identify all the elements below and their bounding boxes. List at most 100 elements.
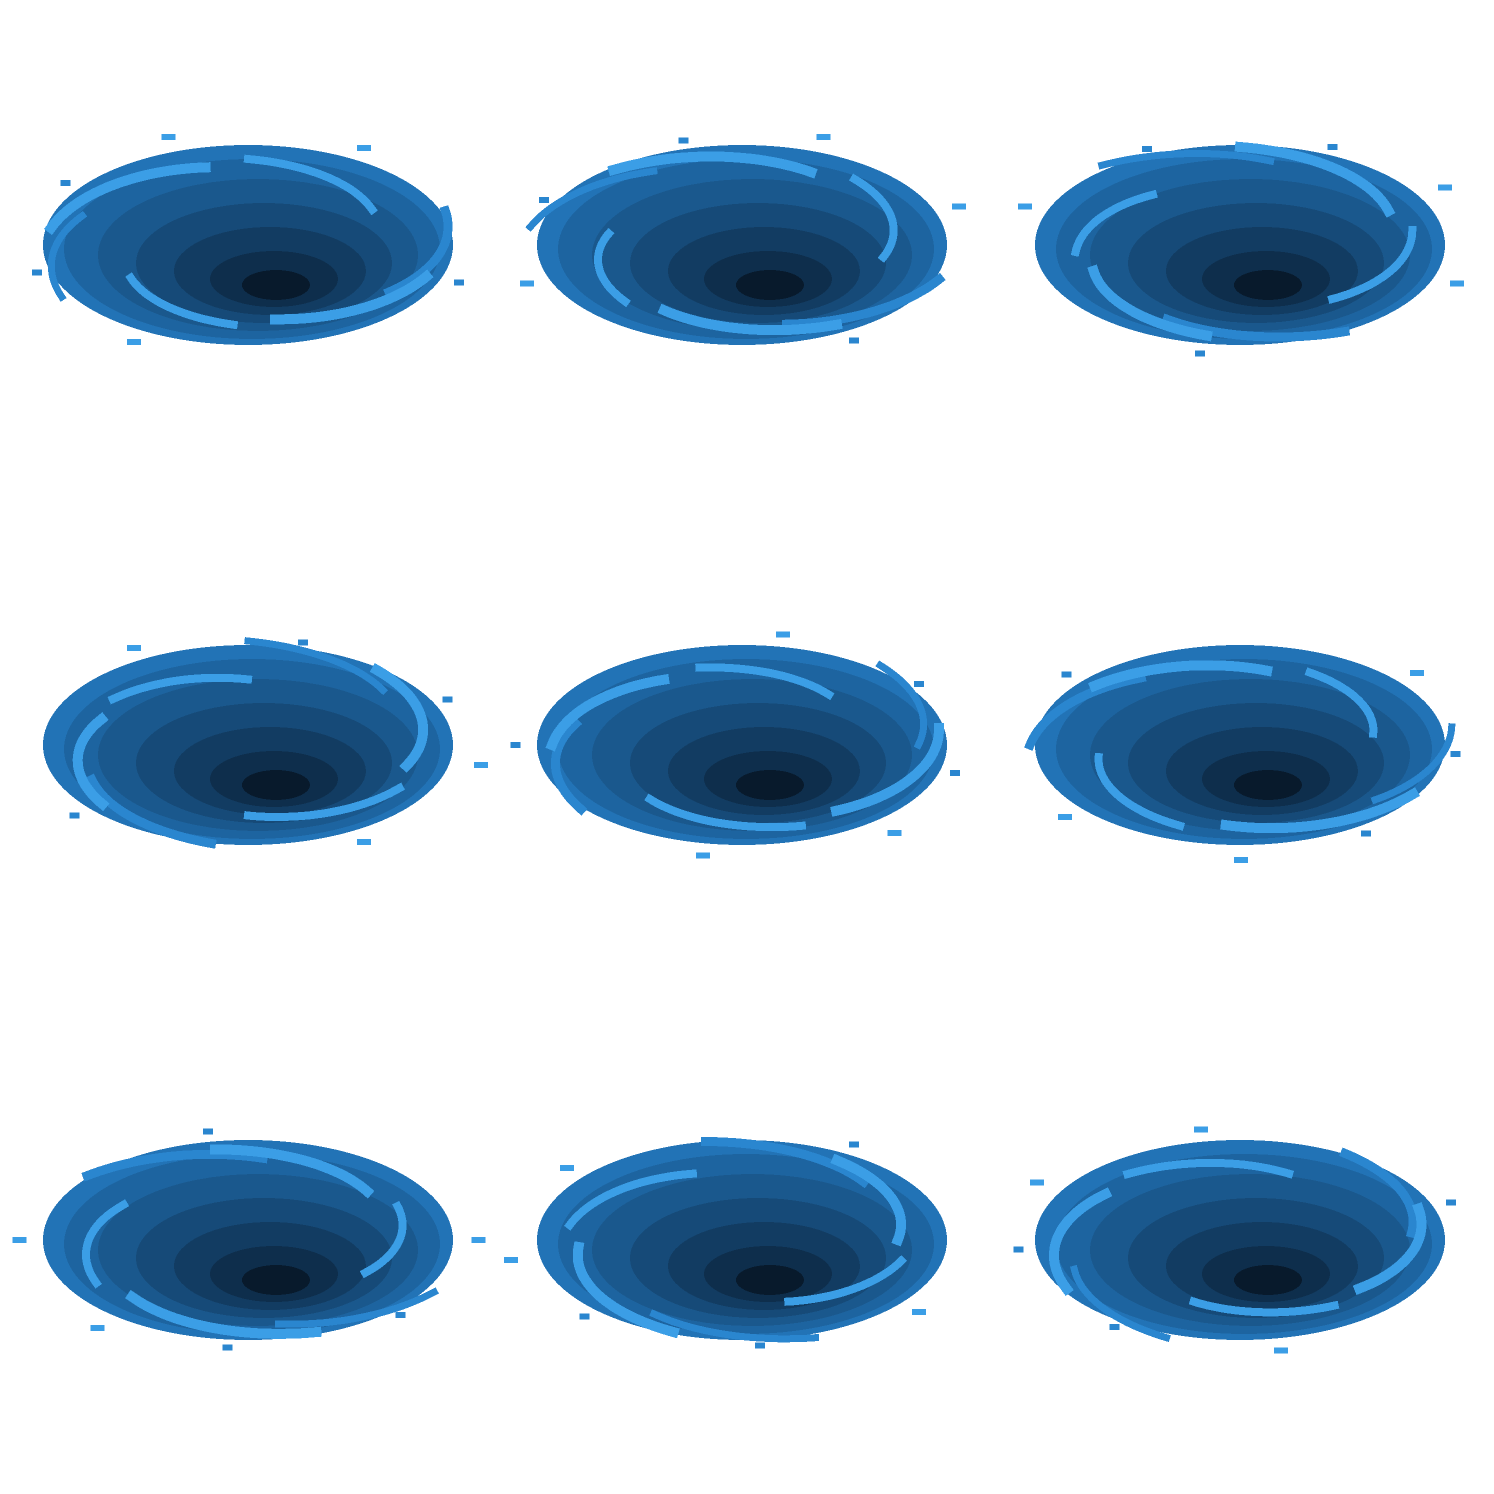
vortex-streak: [830, 1153, 907, 1247]
vortex-streak: [1087, 264, 1213, 342]
vortex-fleck: [754, 1342, 765, 1349]
vortex-core: [736, 270, 804, 300]
vortex-streak: [243, 154, 378, 216]
vortex-streak: [270, 269, 434, 325]
vortex-streak: [1094, 753, 1186, 831]
vortex-fleck: [1449, 280, 1464, 287]
vortex-streak: [1069, 1264, 1171, 1343]
vortex-fleck: [356, 839, 371, 845]
vortex-fleck: [356, 145, 371, 151]
vortex-streak: [1024, 672, 1147, 751]
vortex-core: [242, 1265, 310, 1295]
vortex-streak: [781, 272, 946, 329]
vortex-fleck: [222, 1344, 233, 1351]
whirlpool-frame: [503, 1136, 947, 1349]
vortex-streak: [1048, 1187, 1113, 1296]
vortex-streak: [700, 1136, 871, 1189]
vortex-streak: [383, 205, 453, 298]
vortex-fleck: [1194, 1126, 1209, 1133]
vortex-fleck: [12, 1237, 27, 1243]
vortex-streak: [125, 1289, 322, 1339]
vortex-streak: [525, 167, 658, 232]
vortex-core: [1234, 270, 1302, 300]
vortex-fleck: [911, 1309, 926, 1315]
vortex-fleck: [127, 645, 142, 651]
vortex-fleck: [696, 852, 711, 859]
vortex-streak: [209, 1144, 375, 1199]
vortex-fleck: [510, 742, 521, 748]
vortex-core: [736, 770, 804, 800]
vortex-fleck: [127, 339, 142, 345]
vortex-streak: [572, 1241, 680, 1339]
vortex-fleck: [887, 830, 902, 837]
vortex-streak: [1070, 189, 1158, 257]
vortex-streak: [82, 1199, 130, 1289]
vortex-fleck: [539, 197, 550, 204]
vortex-fleck: [32, 269, 43, 276]
vortex-fleck: [1234, 857, 1248, 863]
vortex-streak: [657, 303, 843, 336]
vortex-streak: [784, 1255, 908, 1306]
vortex-fleck: [1061, 671, 1072, 678]
vortex-fleck: [951, 203, 966, 210]
vortex-streak: [1188, 1296, 1340, 1317]
vortex-fleck: [1013, 1246, 1024, 1253]
whirlpool-frame: [12, 1128, 486, 1351]
vortex-streak: [1088, 660, 1273, 693]
vortex-streak: [244, 637, 389, 696]
frames-layer: [12, 133, 1464, 1354]
vortex-streak: [125, 272, 239, 330]
vortex-streak: [849, 173, 898, 263]
vortex-core: [242, 270, 310, 300]
vortex-streak: [81, 1149, 269, 1182]
vortex-streak: [1339, 1147, 1418, 1239]
vortex-streak: [1161, 313, 1351, 342]
vortex-fleck: [1361, 830, 1371, 837]
vortex-fleck: [678, 137, 689, 144]
vortex-streak: [85, 773, 217, 849]
vortex-streak: [593, 227, 631, 308]
vortex-streak: [545, 673, 670, 752]
vortex-streak: [1220, 787, 1421, 834]
whirlpool-frame: [43, 637, 489, 849]
vortex-streak: [243, 782, 406, 821]
vortex-streak: [649, 1309, 820, 1343]
vortex-streak: [830, 722, 945, 817]
vortex-fleck: [90, 1325, 105, 1332]
vortex-fleck: [474, 762, 489, 768]
vortex-fleck: [848, 337, 859, 344]
vortex-streak: [47, 210, 88, 302]
vortex-core: [1234, 1265, 1302, 1295]
vortex-streak: [275, 1287, 439, 1328]
vortex-streak: [875, 660, 928, 750]
vortex-core: [1234, 770, 1302, 800]
vortex-streak: [1234, 141, 1396, 218]
vortex-fleck: [1445, 1199, 1456, 1206]
vortex-streak: [1097, 149, 1275, 170]
vortex-fleck: [1058, 814, 1073, 820]
vortex-streak: [644, 793, 807, 832]
vortex-fleck: [69, 812, 80, 819]
whirlpool-frame: [1013, 1126, 1456, 1354]
vortex-fleck: [1409, 670, 1424, 676]
vortex-streak: [1370, 723, 1456, 805]
vortex-fleck: [60, 180, 71, 187]
vortex-fleck: [442, 696, 453, 703]
vortex-fleck: [202, 1128, 213, 1135]
vortex-fleck: [914, 681, 924, 688]
vortex-fleck: [471, 1237, 486, 1243]
vortex-streak: [1304, 667, 1378, 738]
vortex-fleck: [1142, 145, 1153, 152]
vortex-core: [242, 770, 310, 800]
vortex-fleck: [298, 639, 309, 646]
whirlpool-frame: [32, 133, 464, 345]
vortex-streak: [43, 162, 211, 236]
vortex-streak: [359, 1200, 407, 1279]
vortex-fleck: [1450, 751, 1461, 758]
vortex-streak: [564, 1169, 698, 1231]
vortex-streak: [1122, 1158, 1295, 1180]
vortex-fleck: [1018, 203, 1033, 210]
vortex-fleck: [848, 1141, 859, 1148]
vortex-fleck: [560, 1165, 575, 1171]
